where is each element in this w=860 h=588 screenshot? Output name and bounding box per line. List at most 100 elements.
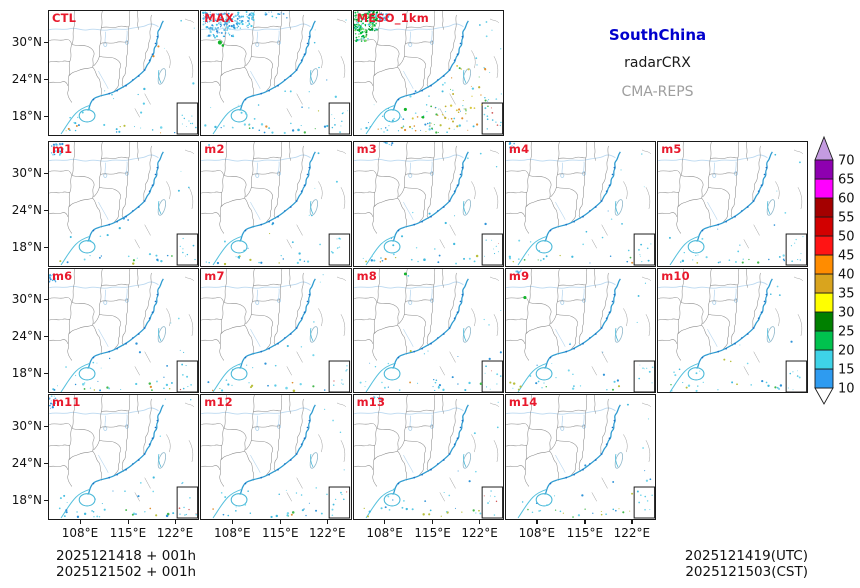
x-tick-label: 122°E [613, 525, 651, 540]
colorbar-extend-over [814, 135, 834, 161]
panel-m12: m12 [200, 394, 352, 520]
colorbar-tick-label: 50 [838, 230, 855, 245]
x-tick-mark [536, 519, 538, 524]
panel-m2: m2 [200, 141, 352, 267]
x-tick-label: 108°E [61, 525, 99, 540]
y-tick-label: 30°N [11, 165, 42, 180]
colorbar-tick-label: 20 [838, 344, 855, 359]
panel-label-m7: m7 [204, 268, 225, 283]
panel-max: MAX [200, 10, 352, 136]
colorbar-tick-label: 60 [838, 192, 855, 207]
x-tick-label: 115°E [109, 525, 147, 540]
x-tick-label: 115°E [414, 525, 451, 540]
y-tick-mark [43, 373, 48, 375]
y-tick-mark [43, 209, 48, 211]
init-time-line-1: 2025121418 + 001h [56, 548, 197, 564]
map-m13 [353, 395, 503, 519]
y-tick-label: 18°N [11, 366, 42, 380]
panel-m3: m3 [352, 141, 504, 267]
y-tick-label: 24°N [11, 329, 42, 343]
y-tick-mark [43, 78, 48, 80]
y-tick-label: 30°N [11, 292, 42, 306]
panel-label-m5: m5 [661, 142, 682, 156]
observation-source-label: radarCRX [624, 55, 691, 71]
panel-label-m9: m9 [508, 268, 530, 283]
y-tick-label: 24°N [11, 202, 42, 217]
panel-label-m8: m8 [356, 268, 377, 283]
colorbar: 10 15 20 25 30 35 40 45 50 55 60 65 70 [814, 135, 855, 405]
panel-label-m10: m10 [661, 268, 690, 283]
map-m14 [505, 395, 656, 519]
x-tick-label: 115°E [566, 525, 604, 540]
y-tick-mark [43, 425, 48, 427]
colorbar-block-60 [814, 178, 834, 199]
colorbar-tick-label: 10 [838, 382, 855, 397]
y-tick-label: 18°N [11, 108, 42, 123]
panel-label-m14: m14 [508, 395, 538, 409]
x-tick-mark [79, 519, 81, 524]
panel-m11: m11 [48, 394, 200, 520]
x-tick-mark [432, 519, 434, 524]
y-tick-mark [43, 115, 48, 117]
colorbar-block-40 [814, 254, 834, 275]
map-m2 [201, 142, 351, 266]
panel-m5: m5 [657, 141, 809, 267]
y-tick-mark [43, 299, 48, 301]
colorbar-block-55 [814, 197, 834, 218]
y-tick-mark [43, 41, 48, 43]
x-tick-mark [384, 519, 386, 524]
x-tick-mark [231, 519, 233, 524]
colorbar-block-10 [814, 368, 834, 389]
panel-label-m13: m13 [356, 395, 386, 409]
x-tick-label: 122°E [309, 525, 346, 540]
y-tick-label: 30°N [11, 34, 42, 49]
panel-label-m4: m4 [508, 142, 530, 156]
panel-label-m1: m1 [52, 142, 73, 156]
map-meso_1km [353, 11, 503, 135]
colorbar-tick-label: 35 [838, 287, 855, 302]
panel-m1: m1 [48, 141, 200, 267]
map-m6 [49, 268, 199, 392]
panel-m14: m14 [504, 394, 657, 520]
map-m5 [658, 142, 808, 266]
colorbar-block-35 [814, 273, 834, 294]
colorbar-tick-label: 15 [838, 363, 855, 378]
map-m10 [658, 268, 808, 392]
x-tick-label: 108°E [518, 525, 556, 540]
x-tick-mark [174, 519, 176, 524]
colorbar-block-65 [814, 159, 834, 180]
panel-m7: m7 [200, 267, 352, 393]
y-tick-label: 18°N [11, 492, 42, 507]
map-ctl [49, 11, 199, 135]
panel-m10: m10 [657, 267, 809, 393]
colorbar-tick-label: 30 [838, 306, 855, 321]
map-m9 [505, 268, 656, 392]
map-m7 [201, 268, 351, 392]
panel-label-m12: m12 [204, 395, 233, 409]
map-max [201, 11, 351, 135]
panel-m9: m9 [504, 267, 657, 393]
colorbar-tick-label: 70 [838, 154, 855, 169]
y-tick-mark [43, 246, 48, 248]
x-tick-mark [127, 519, 129, 524]
colorbar-block-20 [814, 330, 834, 351]
colorbar-tick-label: 65 [838, 173, 855, 188]
y-tick-label: 18°N [11, 239, 42, 254]
colorbar-block-45 [814, 235, 834, 256]
panel-m6: m6 [48, 267, 200, 393]
valid-time-utc: 2025121419(UTC) [684, 548, 808, 564]
x-tick-mark [279, 519, 281, 524]
y-tick-label: 24°N [11, 71, 42, 86]
colorbar-block-15 [814, 349, 834, 370]
init-time-line-2: 2025121502 + 001h [56, 564, 197, 580]
panel-label-m2: m2 [204, 142, 225, 156]
panel-ctl: CTL [48, 10, 200, 136]
y-tick-mark [43, 172, 48, 174]
y-tick-label: 24°N [11, 455, 42, 470]
region-title: SouthChina [608, 26, 707, 44]
y-tick-mark [43, 462, 48, 464]
x-tick-mark [479, 519, 481, 524]
map-m3 [353, 142, 503, 266]
panel-label-max: MAX [204, 11, 235, 25]
valid-time-cst: 2025121503(CST) [685, 564, 808, 580]
